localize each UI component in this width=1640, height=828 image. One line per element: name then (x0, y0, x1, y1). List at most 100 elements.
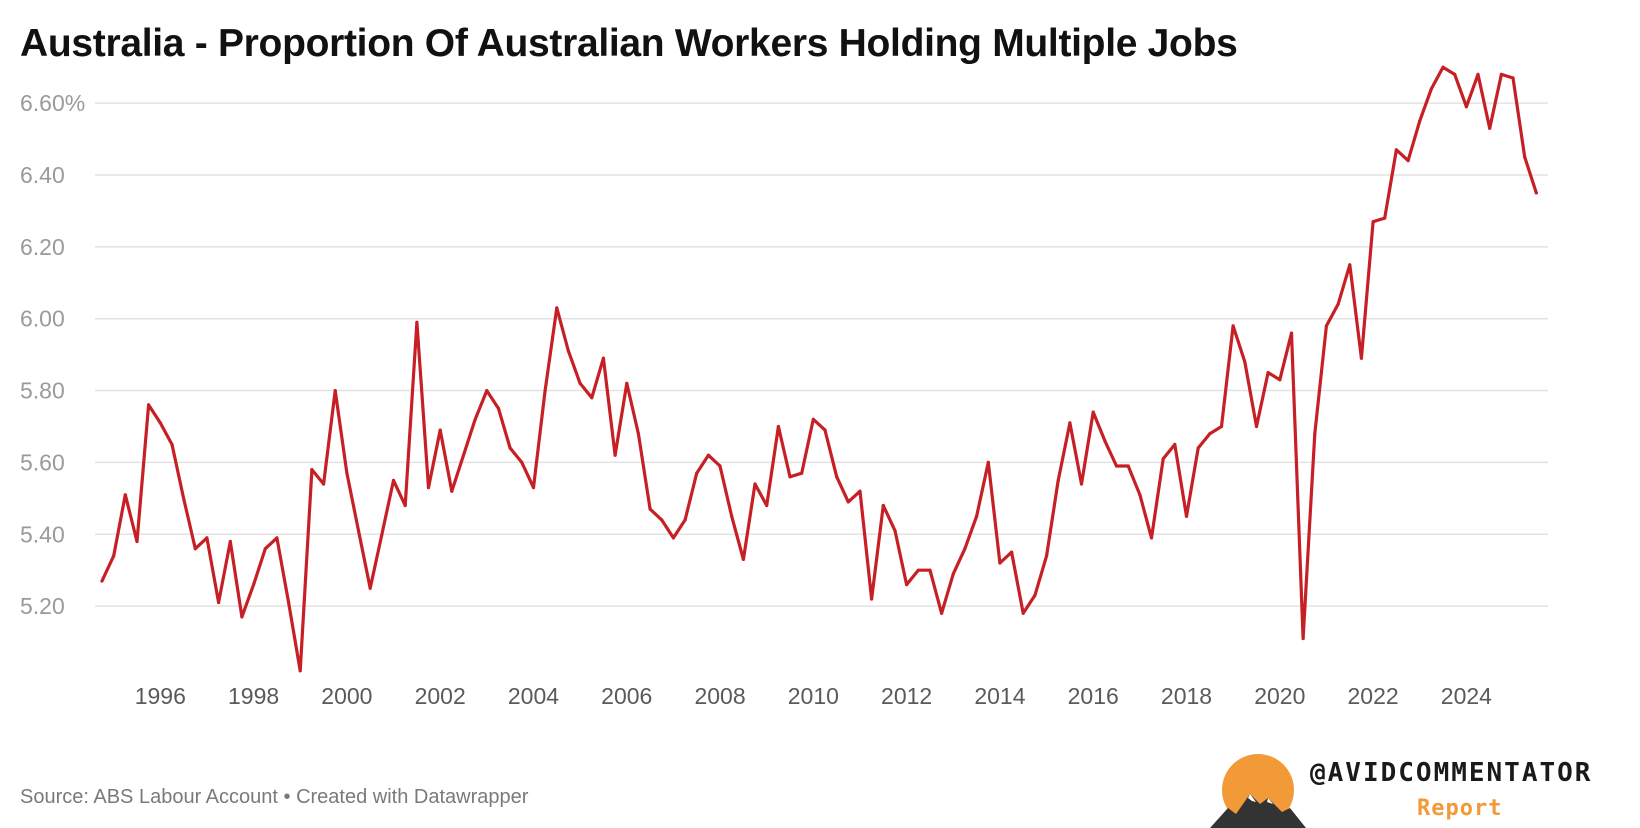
data-point (1056, 478, 1060, 482)
source-note: Source: ABS Labour Account • Created wit… (20, 786, 529, 808)
data-point (531, 486, 536, 490)
data-point (508, 446, 512, 450)
data-point (963, 547, 967, 551)
data-point (461, 453, 466, 457)
brand-handle: @AVIDCOMMENTATOR (1310, 758, 1593, 788)
data-point (298, 669, 302, 673)
x-tick-label: 1996 (135, 683, 186, 709)
data-point (601, 356, 606, 360)
data-point (695, 471, 699, 475)
data-point (1173, 442, 1177, 447)
data-point (1045, 554, 1049, 558)
data-point (287, 600, 291, 605)
data-point (823, 428, 827, 432)
data-point (928, 568, 932, 572)
data-point (450, 489, 454, 493)
x-tick-label: 2016 (1068, 683, 1119, 709)
data-point (403, 503, 407, 508)
data-point (1149, 536, 1154, 540)
data-point (986, 460, 990, 464)
data-point (975, 514, 979, 518)
data-point (1161, 457, 1165, 461)
data-point (1196, 446, 1200, 450)
data-point (1394, 148, 1398, 152)
data-point (496, 406, 501, 411)
brand-logo-block: @AVIDCOMMENTATOR Report (1210, 752, 1630, 828)
data-point (566, 349, 571, 353)
data-point (135, 539, 139, 544)
data-point (870, 597, 874, 601)
data-point (1278, 378, 1282, 382)
data-point (998, 561, 1002, 565)
data-point (1243, 360, 1247, 364)
data-point (1464, 105, 1468, 109)
y-tick-label: 6.00 (20, 306, 65, 332)
data-point (240, 615, 244, 619)
data-point (310, 468, 314, 472)
data-point (718, 464, 722, 468)
data-point (543, 389, 547, 393)
data-point (147, 403, 151, 407)
data-point (741, 557, 746, 562)
data-point (333, 389, 337, 393)
data-point (228, 539, 232, 544)
y-tick-label: 5.40 (20, 521, 65, 547)
y-tick-label: 5.80 (20, 378, 65, 404)
y-tick-label: 6.40 (20, 162, 65, 188)
data-point (1453, 72, 1457, 76)
data-point (1429, 87, 1433, 91)
data-point (1231, 324, 1235, 328)
data-point (671, 536, 676, 540)
data-point (706, 453, 711, 457)
data-point (846, 500, 850, 504)
data-point (345, 471, 349, 475)
gridlines (95, 102, 1548, 607)
data-point (811, 417, 815, 421)
data-point (368, 586, 372, 590)
data-point (426, 486, 431, 490)
data-point (182, 496, 186, 500)
x-tick-label: 2000 (321, 683, 372, 709)
data-point (800, 471, 804, 475)
x-tick-label: 2018 (1161, 683, 1212, 709)
data-point (1534, 191, 1538, 195)
data-point (648, 507, 652, 511)
chart-title: Australia - Proportion Of Australian Wor… (20, 22, 1238, 65)
data-point (380, 532, 384, 536)
data-point (683, 518, 687, 522)
data-point (555, 306, 559, 310)
data-point (1114, 464, 1119, 468)
data-point (391, 478, 396, 482)
x-axis-ticks: 1996 1998 2000 2002 2004 2006 2008 2010 2012 2014… (135, 683, 1492, 709)
x-tick-label: 2022 (1347, 683, 1398, 709)
y-tick-label: 6.60% (20, 90, 85, 116)
x-tick-label: 2014 (974, 683, 1025, 709)
data-point (205, 536, 209, 540)
y-tick-label: 5.60 (20, 449, 65, 475)
data-point (881, 503, 885, 508)
data-point (776, 424, 781, 429)
data-point (193, 547, 197, 551)
data-point (1348, 263, 1352, 267)
data-point (1103, 439, 1107, 443)
data-point (520, 460, 524, 464)
data-point (893, 529, 897, 533)
data-point (438, 428, 442, 432)
x-tick-label: 2004 (508, 683, 559, 709)
data-point (356, 529, 361, 533)
data-point (765, 503, 769, 508)
data-point (1021, 611, 1025, 615)
data-point (1301, 636, 1305, 641)
data-point (730, 514, 734, 518)
data-point (1359, 356, 1363, 360)
data-point (473, 417, 477, 421)
data-point (1499, 72, 1503, 76)
data-point (590, 396, 594, 400)
data-point (753, 482, 757, 486)
data-point (613, 453, 617, 457)
x-tick-label: 1998 (228, 683, 279, 709)
data-point (1476, 72, 1480, 76)
y-tick-label: 6.20 (20, 234, 65, 260)
data-point (1254, 424, 1259, 429)
data-point (1511, 76, 1515, 80)
